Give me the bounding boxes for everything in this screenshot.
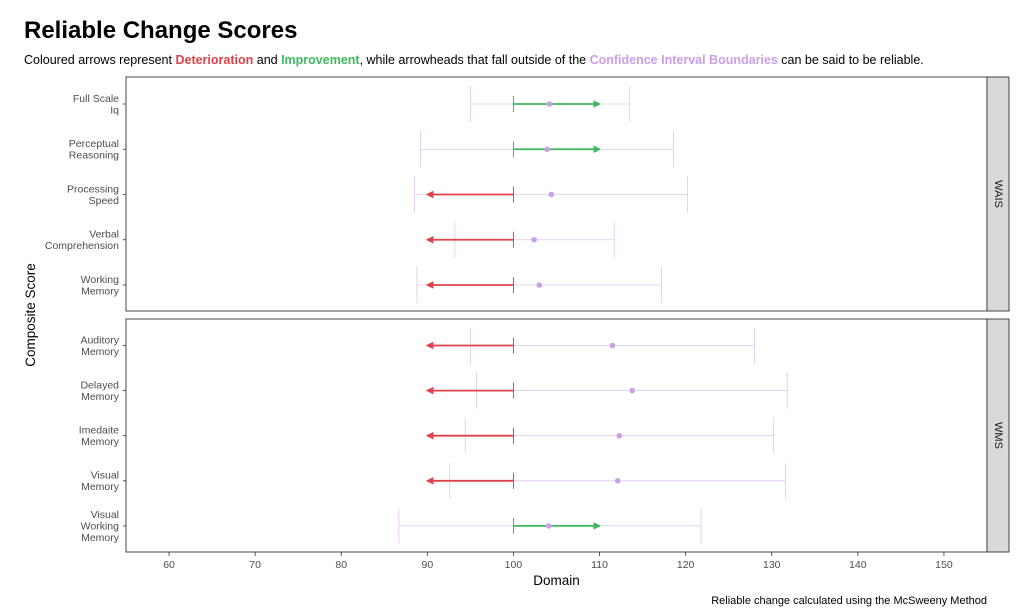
score-point-working-memory [536, 282, 543, 288]
panel-wais [125, 76, 988, 312]
y-tick-label-full scale-iq: Full Scale Iq [73, 93, 119, 117]
facet-label-wms: WMS [992, 422, 1004, 449]
x-tick-label-110: 110 [591, 559, 608, 571]
subtitle-prefix: Coloured arrows represent [24, 53, 176, 67]
legend-ci: Confidence Interval Boundaries [589, 53, 778, 67]
score-point-verbal-comprehension [531, 236, 537, 243]
y-tick-label-delayed-memory: Delayed Memory [80, 379, 119, 403]
y-tick-label-auditory-memory: Auditory Memory [80, 334, 119, 358]
legend-deterioration: Deterioration [175, 53, 254, 67]
chart-title: Reliable Change Scores [24, 17, 298, 44]
x-tick-label-80: 80 [335, 559, 347, 571]
y-tick-label-visual-working-memory: Visual Working Memory [81, 509, 120, 544]
x-tick-label-150: 150 [935, 559, 953, 571]
score-point-perceptual-reasoning [544, 146, 550, 153]
score-point-delayed-memory [629, 387, 636, 394]
y-axis-title: Composite Score [23, 263, 38, 367]
subtitle-mid1: and [253, 53, 282, 67]
subtitle-mid2: , while arrowheads that fall outside of … [359, 53, 590, 67]
facet-strip-wms [986, 318, 1010, 553]
chart-subtitle: Coloured arrows represent Deterioration … [24, 53, 924, 67]
facet-label-wais: WAIS [992, 180, 1004, 208]
subtitle-suffix: can be said to be reliable. [777, 53, 924, 67]
score-point-imedaite-memory [616, 432, 623, 439]
x-tick-label-100: 100 [505, 559, 523, 571]
score-point-full scale-iq [546, 101, 553, 107]
x-tick-label-60: 60 [163, 559, 175, 571]
x-tick-label-130: 130 [763, 559, 781, 571]
score-point-visual-memory [614, 478, 621, 484]
facet-strip-wais [986, 76, 1010, 312]
x-tick-label-70: 70 [249, 559, 261, 571]
legend-improvement: Improvement [281, 53, 360, 67]
y-tick-label-processing-speed: Processing Speed [67, 183, 119, 207]
score-point-processing-speed [548, 191, 555, 198]
y-tick-label-visual-memory: Visual Memory [81, 470, 120, 494]
y-tick-label-imedaite-memory: Imedaite Memory [79, 425, 120, 449]
y-tick-label-perceptual-reasoning: Perceptual Reasoning [69, 138, 119, 162]
score-point-auditory-memory [609, 342, 616, 349]
x-tick-label-120: 120 [677, 559, 695, 571]
x-tick-label-90: 90 [422, 559, 434, 571]
x-axis-title: Domain [533, 573, 580, 588]
y-tick-label-verbal-comprehension: Verbal Comprehension [45, 229, 119, 253]
x-tick-label-140: 140 [849, 559, 867, 571]
score-point-visual-working-memory [545, 523, 552, 529]
chart-caption: Reliable change calculated using the McS… [711, 595, 987, 607]
y-tick-label-working-memory: Working Memory [81, 274, 120, 298]
